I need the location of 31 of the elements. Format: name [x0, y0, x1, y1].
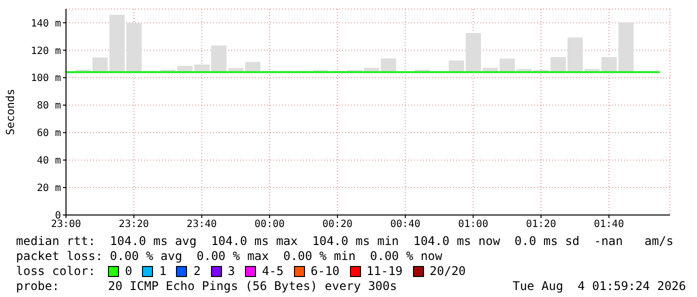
x-tick-label: 23:20: [118, 219, 149, 230]
text: 1: [159, 264, 166, 279]
text: 0: [125, 264, 132, 279]
x-tick-label: 00:20: [322, 219, 353, 230]
text: Tue Aug 4 01:59:24 2026: [512, 279, 686, 294]
x-tick-label: 00:00: [254, 219, 285, 230]
text: 20/20: [430, 264, 466, 279]
text: packet loss: 0.00 % avg 0.00 % max 0.00 % min 0.00 % now: [16, 249, 444, 264]
text: probe:: [16, 279, 60, 294]
x-tick-label: 01:00: [458, 219, 488, 230]
x-tick-label: 01:40: [594, 219, 624, 230]
x-tick-label: 23:40: [186, 219, 217, 230]
text: 11-19: [366, 264, 403, 279]
text: 20 ICMP Echo Pings (56 Bytes) every 300s: [108, 279, 397, 294]
text: loss color:: [16, 264, 96, 279]
x-tick-label: 23:00: [50, 219, 82, 230]
y-tick-label: 60 m: [36, 128, 61, 140]
y-tick-label: 80 m: [36, 100, 61, 112]
x-tick-label: 01:20: [526, 219, 556, 230]
y-axis-title: Seconds: [4, 88, 17, 136]
y-tick-label: 40 m: [36, 156, 61, 167]
y-tick-label: 120 m: [30, 46, 61, 57]
text: 2: [193, 264, 201, 279]
y-tick-label: 20 m: [36, 183, 61, 194]
text: 3: [228, 264, 235, 279]
x-tick-label: 00:40: [390, 219, 420, 230]
text: 6-10: [310, 264, 340, 279]
text: 4-5: [262, 264, 284, 279]
y-tick-label: 100 m: [30, 73, 61, 84]
text: median rtt: 104.0 ms avg 104.0 ms max 104.0 ms min 104.0 ms now 0.0 ms sd -nan am/s: [16, 234, 674, 249]
y-tick-label: 140 m: [30, 18, 61, 30]
